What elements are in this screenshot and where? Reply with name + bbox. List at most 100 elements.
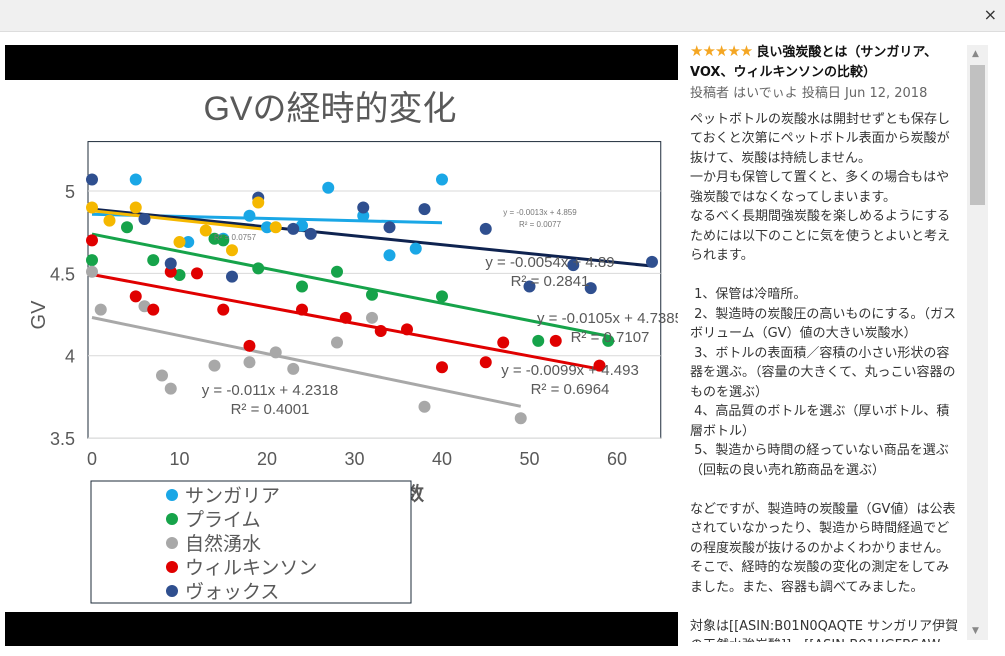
close-icon[interactable]: × [983,5,997,24]
data-point [269,346,282,359]
trendline-equation: y = -0.011x + 4.2318 [202,382,339,399]
data-point [593,359,606,372]
data-point [182,236,195,249]
data-point [243,356,256,369]
data-point [217,303,230,316]
data-point [296,280,308,293]
modal-header: × [0,0,1005,32]
data-point [217,234,230,247]
data-point [173,236,186,249]
legend-label: ウィルキンソン [185,558,317,579]
letterbox-bottom [5,612,678,646]
data-point [243,209,256,222]
data-point [121,221,133,234]
data-point [287,222,300,235]
scrollbar[interactable]: ▲ ▼ [967,45,988,640]
data-point [567,259,580,272]
star-rating: ★★★★★ [690,42,753,60]
trendline-equation: y = -0.0105x + 4.7385 [537,310,678,327]
data-point [296,303,308,316]
trendline [91,207,653,268]
trendline-equation: y = -0.0099x + 4.493 [501,362,639,379]
data-point [138,212,151,225]
review-body: ペットボトルの炭酸水は開封せずとも保存しておくと次第にペットボトル表面から炭酸が… [690,110,962,643]
data-point [252,262,265,275]
data-point [549,334,562,347]
data-point [147,254,160,267]
review-byline: 投稿者 はいでぃよ 投稿日 Jun 12, 2018 [690,86,928,101]
data-point [366,288,378,301]
data-point [584,282,597,295]
review-panel: ★★★★★ 良い強炭酸とは（サンガリア、VOX、ウィルキンソンの比較） 投稿者 … [690,42,962,642]
data-point [164,382,177,395]
review-paragraph: 対象は[[ASIN:B01N0QAQTE サンガリア伊賀の天然水強炭酸]]、[[… [690,618,959,643]
data-point [226,244,238,257]
letterbox-top [5,45,678,80]
data-point [418,203,431,216]
data-point [208,359,221,372]
data-point [86,234,98,247]
trendline-r2: R² = 0.0077 [519,220,562,229]
data-point [156,369,168,382]
data-point [269,221,282,234]
data-point [374,324,387,337]
data-point [322,181,335,194]
trendline-r2: R² = 0.4001 [231,401,310,418]
legend-marker [166,513,178,525]
data-point [86,254,98,267]
y-tick-label: 3.5 [50,429,75,449]
data-point [436,290,448,303]
legend-marker [166,489,178,501]
review-title: 良い強炭酸とは（サンガリア、VOX、ウィルキンソンの比較） [690,45,938,80]
data-point [401,323,413,336]
data-point [602,334,615,347]
data-point [357,201,370,214]
data-point [287,362,300,375]
scrollbar-thumb[interactable] [970,65,985,205]
data-point [436,361,448,374]
legend-label: サンガリア [185,485,280,507]
trendline-r2: R² = 0.2841 [511,273,590,290]
data-point [129,290,142,303]
scroll-up-icon[interactable]: ▲ [972,49,979,59]
data-point [357,209,370,222]
x-tick-label: 40 [432,449,452,469]
data-point [523,280,536,293]
trendline-r2: R² = 0.6964 [531,381,610,398]
legend [90,480,412,604]
data-point [129,201,142,214]
data-point [418,400,431,413]
data-point [436,173,448,186]
x-tick-label: 50 [519,449,539,469]
data-point [147,303,160,316]
data-point [409,242,422,255]
review-paragraph: などですが、製造時の炭酸量（GV値）は公表されていなかったり、製造から時間経過で… [690,501,956,595]
y-tick-label: 4.5 [50,264,75,284]
data-point [479,356,492,369]
legend-label: プライム [185,509,261,531]
trendline-equation: y = -0.0013x + 4.859 [503,208,577,217]
legend-marker [166,585,178,597]
legend-marker [166,561,178,573]
x-tick-label: 0 [87,449,97,469]
trendline [91,316,522,408]
x-tick-label: 10 [169,449,189,469]
data-point [514,412,527,425]
trendline-equation: y = -0.0054x + 4.89 [485,254,614,271]
y-tick-label: 5 [65,182,75,202]
data-point [94,303,107,316]
data-point [243,339,256,352]
data-point [646,255,658,268]
scroll-down-icon[interactable]: ▼ [972,626,979,636]
data-point [86,201,98,214]
data-point [191,267,203,280]
trendline [91,209,276,232]
data-point [199,224,212,237]
data-point [331,265,343,278]
data-point [261,221,273,234]
review-paragraph: ペットボトルの炭酸水は開封せずとも保存しておくと次第にペットボトル表面から炭酸が… [690,111,951,264]
data-point [86,173,98,186]
y-axis-label: GV [28,300,50,330]
